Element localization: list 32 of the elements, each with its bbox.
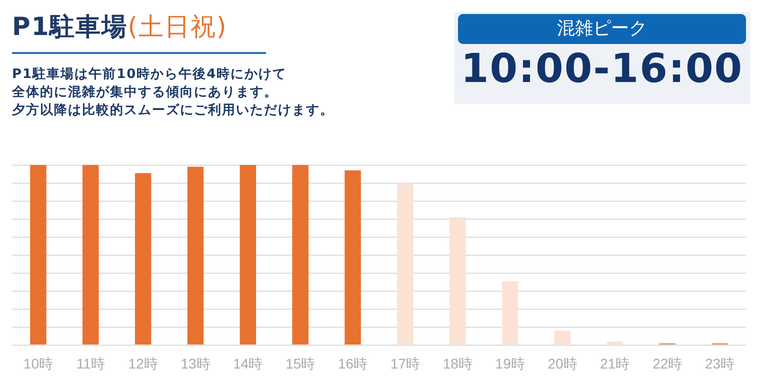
bar — [134, 173, 152, 344]
x-tick-label: 12時 — [128, 355, 158, 372]
x-tick-label: 21時 — [600, 355, 630, 372]
chart-subtitle: (土日祝) — [128, 12, 228, 41]
x-tick-label: 11時 — [76, 355, 105, 372]
bar — [187, 166, 204, 344]
bar — [554, 330, 571, 344]
x-tick-label: 14時 — [233, 355, 263, 372]
text: 10:00-16:00 — [460, 46, 744, 92]
text: 全体的に混雑が集中する傾向にあります。 — [12, 84, 279, 102]
bar — [397, 183, 414, 344]
bar — [240, 165, 256, 344]
bar — [606, 342, 624, 344]
bar — [502, 281, 518, 344]
x-tick-label: 18時 — [442, 355, 472, 372]
text: 混雑ピーク — [458, 14, 746, 44]
bar — [30, 165, 46, 344]
x-tick-label: 15時 — [286, 355, 316, 372]
bar — [450, 217, 466, 344]
text: 夕方以降は比較的スムーズにご利用いただけます。 — [12, 102, 334, 120]
bar — [344, 170, 361, 344]
bar — [82, 165, 99, 344]
x-tick-label: 17時 — [390, 355, 420, 372]
x-tick-label: 22時 — [652, 355, 682, 372]
x-tick-label: 19時 — [495, 355, 525, 372]
bar — [292, 165, 308, 344]
x-tick-label: 10時 — [23, 355, 54, 372]
x-tick-label: 16時 — [338, 355, 368, 372]
x-tick-label: 13時 — [180, 355, 210, 372]
x-tick-label: 20時 — [548, 355, 578, 372]
text: P1駐車場は午前10時から午後4時にかけて — [12, 66, 288, 84]
x-tick-label: 23時 — [704, 355, 735, 372]
